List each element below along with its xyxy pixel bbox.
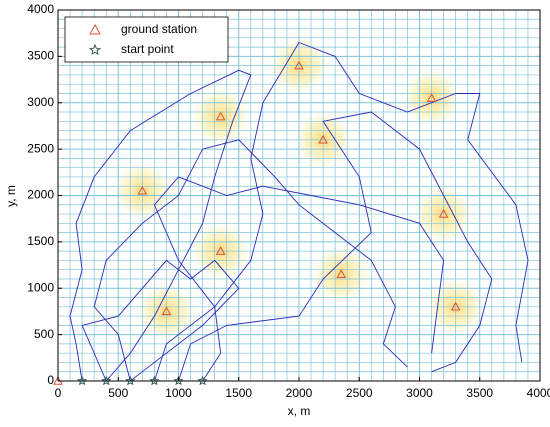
legend-marker bbox=[88, 43, 102, 56]
x-tick-label: 3500 bbox=[466, 386, 493, 400]
ground-station bbox=[294, 60, 304, 70]
y-tick-label: 0 bbox=[47, 373, 54, 387]
ground-station bbox=[137, 185, 148, 195]
ground-station bbox=[318, 134, 328, 144]
ground-station bbox=[438, 209, 449, 218]
x-tick-label: 1500 bbox=[225, 386, 252, 400]
trajectory bbox=[153, 41, 529, 382]
y-tick-label: 3500 bbox=[27, 49, 54, 63]
x-tick-label: 0 bbox=[55, 386, 62, 400]
ground-station bbox=[215, 111, 226, 121]
x-tick-label: 3000 bbox=[406, 386, 433, 400]
trajectory bbox=[93, 139, 408, 382]
trajectory bbox=[178, 111, 493, 382]
y-tick-label: 2500 bbox=[27, 141, 54, 155]
start-point bbox=[197, 375, 208, 386]
legend-label: start point bbox=[121, 42, 174, 56]
x-tick-label: 4000 bbox=[527, 386, 550, 400]
start-point bbox=[149, 375, 160, 386]
ground-station bbox=[215, 246, 226, 255]
ground-station bbox=[336, 269, 347, 279]
y-tick-label: 3000 bbox=[27, 95, 54, 109]
legend-label: ground station bbox=[121, 22, 197, 36]
trajectory bbox=[69, 69, 252, 382]
x-tick-label: 2000 bbox=[286, 386, 313, 400]
x-tick-label: 1000 bbox=[165, 386, 192, 400]
y-tick-label: 1500 bbox=[27, 234, 54, 248]
trajectory bbox=[153, 176, 445, 382]
start-point bbox=[77, 375, 88, 386]
ground-station bbox=[161, 306, 172, 316]
coverage-glow bbox=[188, 84, 253, 149]
trajectory bbox=[81, 259, 240, 382]
start-point bbox=[125, 375, 136, 386]
start-point bbox=[173, 375, 184, 386]
ground-station bbox=[450, 301, 461, 311]
x-tick-label: 2500 bbox=[346, 386, 373, 400]
legend-marker bbox=[89, 23, 101, 35]
ground-station bbox=[426, 93, 437, 102]
start-point bbox=[101, 375, 112, 386]
y-tick-label: 500 bbox=[34, 327, 54, 341]
y-tick-label: 1000 bbox=[27, 280, 54, 294]
x-axis-label: x, m bbox=[288, 404, 311, 418]
x-tick-label: 500 bbox=[108, 386, 128, 400]
coverage-glow bbox=[309, 242, 374, 307]
y-axis-label: y, m bbox=[4, 185, 18, 207]
y-tick-label: 2000 bbox=[27, 188, 54, 202]
y-tick-label: 4000 bbox=[27, 2, 54, 16]
